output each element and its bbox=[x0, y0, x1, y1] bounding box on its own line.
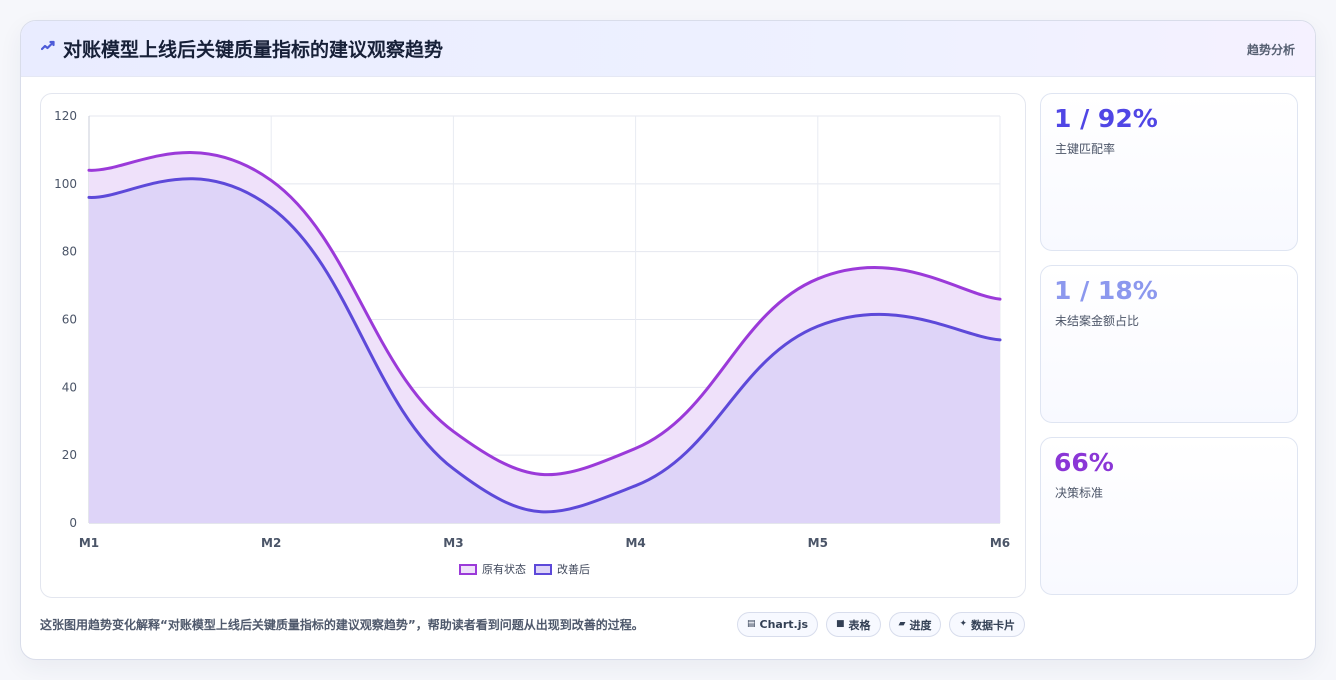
metric-label: 主键匹配率 bbox=[1055, 142, 1116, 156]
trend-analysis-tag: 趋势分析 bbox=[1246, 43, 1295, 57]
y-tick-label: 100 bbox=[54, 177, 77, 191]
chart-card: 对账模型上线后关键质量指标的建议观察趋势 趋势分析 0 20 40 60 80 100 12… bbox=[20, 20, 1316, 660]
metric-value: 1 / 18% bbox=[1054, 276, 1158, 305]
legend-item-improved[interactable]: 改善后 bbox=[534, 561, 590, 577]
legend-swatch-improved bbox=[534, 563, 552, 575]
x-tick-label: M1 bbox=[79, 536, 99, 550]
card-header: 对账模型上线后关键质量指标的建议观察趋势 趋势分析 bbox=[21, 21, 1315, 77]
legend-label-improved: 改善后 bbox=[557, 563, 590, 576]
x-tick-label: M2 bbox=[261, 536, 281, 550]
x-tick-label: M3 bbox=[443, 536, 463, 550]
chip-label: 数据卡片 bbox=[971, 618, 1016, 632]
series-area-1 bbox=[89, 178, 1000, 523]
metric-label: 未结案金额占比 bbox=[1055, 314, 1140, 328]
chip-label: 进度 bbox=[909, 618, 932, 632]
metric-card-decision-standard: 66% 决策标准 bbox=[1040, 437, 1298, 595]
table-icon: ■ bbox=[836, 619, 845, 629]
legend-item-original[interactable]: 原有状态 bbox=[459, 561, 526, 577]
chart-caption: 这张图用趋势变化解释“对账模型上线后关键质量指标的建议观察趋势”，帮助读者看到问… bbox=[40, 618, 644, 632]
chip-label: Chart.js bbox=[759, 618, 809, 631]
x-tick-label: M5 bbox=[808, 536, 828, 550]
data-card-chip[interactable]: ✦ 数据卡片 bbox=[949, 612, 1026, 637]
y-tick-label: 40 bbox=[62, 380, 77, 394]
legend-label-original: 原有状态 bbox=[482, 563, 526, 576]
metric-card-open-amount: 1 / 18% 未结案金额占比 bbox=[1040, 265, 1298, 423]
feature-chip-list: ▤ Chart.js ■ 表格 ▰ 进度 ✦ 数据卡片 bbox=[737, 612, 1026, 637]
page-title: 对账模型上线后关键质量指标的建议观察趋势 bbox=[63, 39, 444, 61]
series-line-1 bbox=[87, 177, 1002, 514]
legend-swatch-original bbox=[459, 563, 477, 575]
y-tick-label: 120 bbox=[54, 109, 77, 123]
chart-icon: ▤ bbox=[747, 619, 756, 629]
series-line-0 bbox=[87, 151, 1002, 477]
trend-icon bbox=[41, 40, 55, 51]
x-tick-label: M6 bbox=[990, 536, 1010, 550]
progress-chip[interactable]: ▰ 进度 bbox=[888, 612, 942, 637]
progress-icon: ▰ bbox=[898, 619, 906, 629]
y-tick-label: 20 bbox=[62, 448, 77, 462]
y-tick-label: 80 bbox=[62, 245, 77, 259]
data-card-icon: ✦ bbox=[959, 619, 968, 629]
area-chart: 0 20 40 60 80 100 120 M1 M2 M3 M4 M5 M6 bbox=[54, 109, 1010, 550]
metric-card-key-match: 1 / 92% 主键匹配率 bbox=[1040, 93, 1298, 251]
metric-value: 66% bbox=[1054, 448, 1114, 477]
metric-value: 1 / 92% bbox=[1054, 104, 1158, 133]
chip-label: 表格 bbox=[848, 618, 871, 632]
y-tick-label: 0 bbox=[69, 516, 77, 530]
chartjs-chip[interactable]: ▤ Chart.js bbox=[737, 612, 819, 637]
chart-panel: 0 20 40 60 80 100 120 M1 M2 M3 M4 M5 M6 原有状态 改善后 bbox=[40, 93, 1026, 598]
table-chip[interactable]: ■ 表格 bbox=[826, 612, 881, 637]
y-tick-label: 60 bbox=[62, 313, 77, 327]
chart-legend: 原有状态 改善后 bbox=[459, 561, 590, 577]
metric-label: 决策标准 bbox=[1055, 486, 1104, 500]
x-tick-label: M4 bbox=[625, 536, 645, 550]
